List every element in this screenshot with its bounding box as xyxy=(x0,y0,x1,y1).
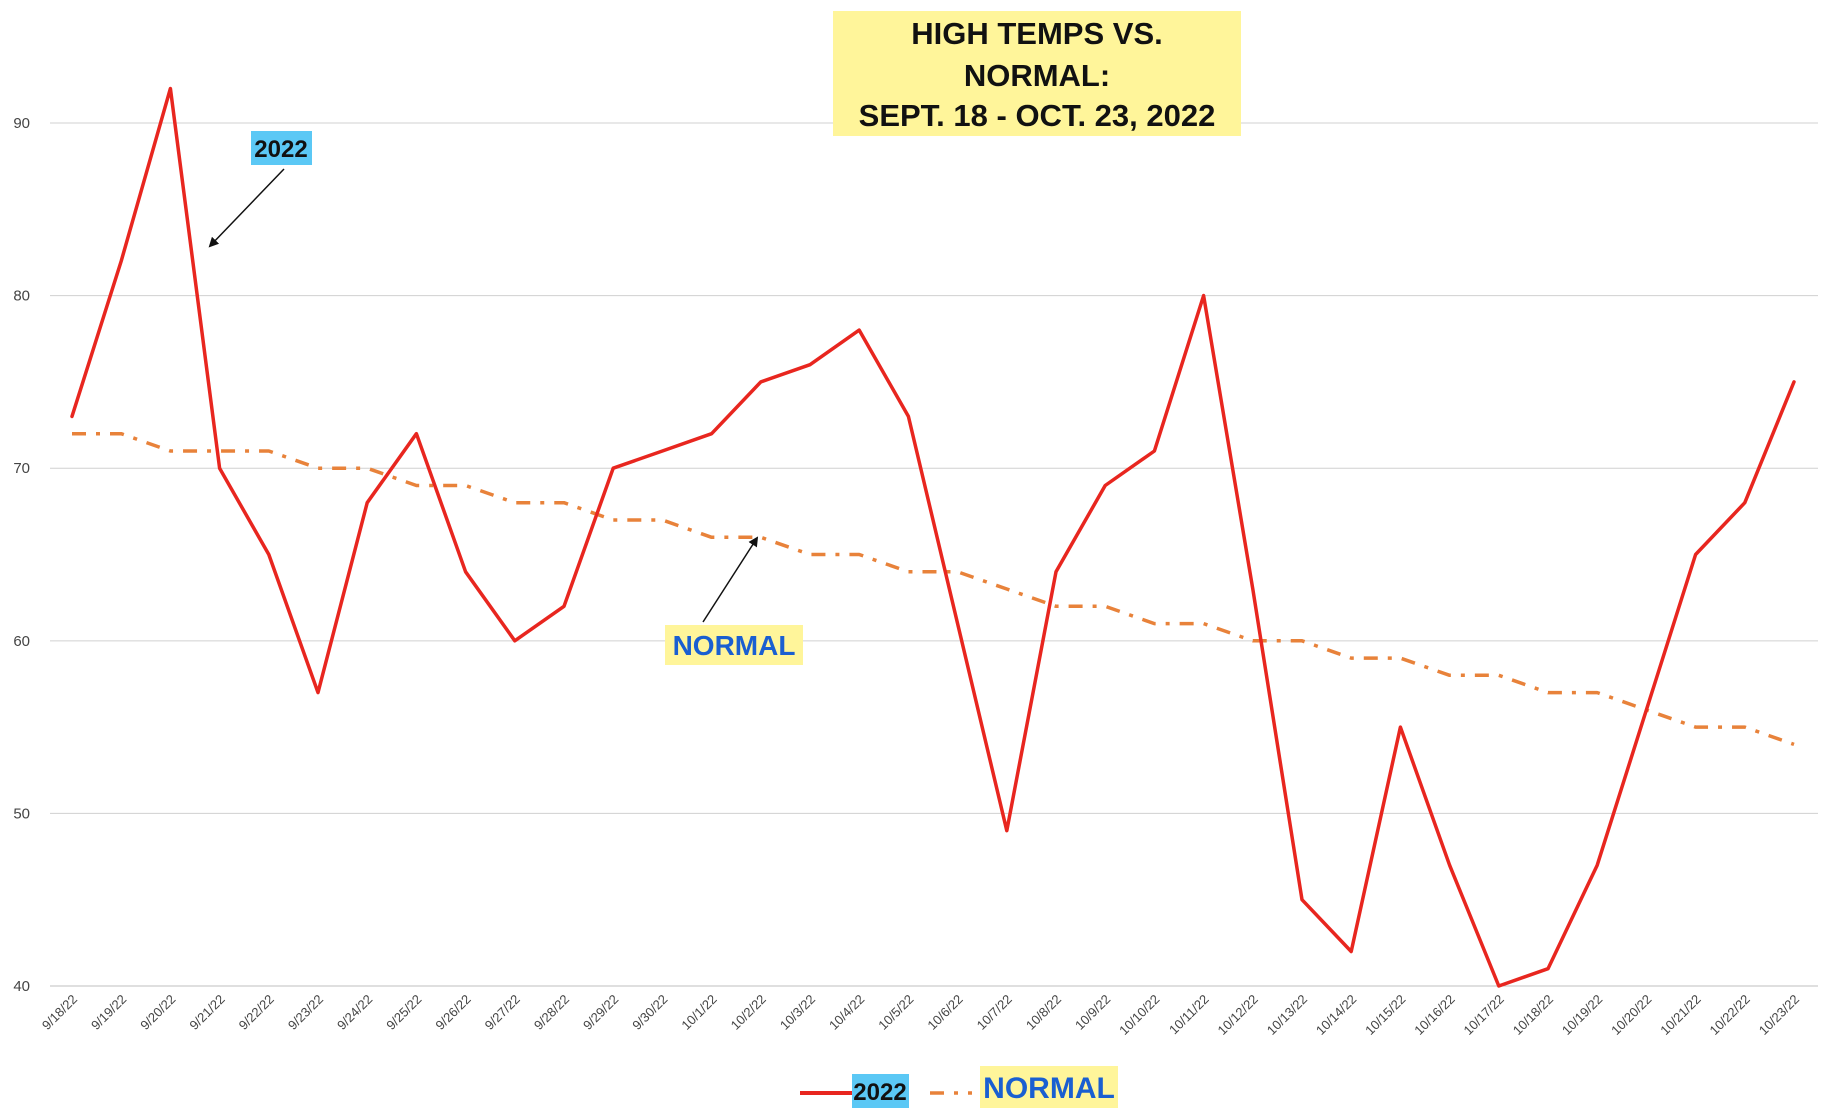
annotation-normal: NORMAL xyxy=(665,536,803,665)
y-tick-label: 60 xyxy=(13,633,30,650)
x-tick-label: 10/15/22 xyxy=(1362,992,1408,1038)
x-tick-label: 9/28/22 xyxy=(531,992,572,1033)
legend-label-background-normal xyxy=(980,1066,1118,1108)
title-background xyxy=(833,11,1241,136)
x-tick-label: 10/7/22 xyxy=(974,992,1015,1033)
x-tick-label: 9/21/22 xyxy=(186,992,227,1033)
y-tick-label: 70 xyxy=(13,460,30,477)
annotation-2022-label: 2022 xyxy=(254,136,307,163)
x-tick-label: 9/25/22 xyxy=(383,992,424,1033)
x-tick-label: 9/19/22 xyxy=(88,992,129,1033)
legend-label-2022: 2022 xyxy=(853,1079,906,1106)
x-tick-label: 10/21/22 xyxy=(1657,992,1703,1038)
x-tick-label: 9/30/22 xyxy=(629,992,670,1033)
x-tick-label: 9/24/22 xyxy=(334,992,375,1033)
annotation-2022: 2022 xyxy=(208,131,312,248)
annotation-2022-arrow xyxy=(208,168,285,248)
x-tick-label: 10/1/22 xyxy=(678,992,719,1033)
x-tick-label: 10/18/22 xyxy=(1510,992,1556,1038)
y-axis-ticks: 40 50 60 70 80 90 xyxy=(13,115,30,995)
x-tick-label: 10/23/22 xyxy=(1756,992,1802,1038)
annotation-normal-background xyxy=(665,625,803,665)
annotation-2022-background xyxy=(251,131,312,165)
annotation-normal-arrow xyxy=(702,536,759,623)
x-tick-label: 10/3/22 xyxy=(777,992,818,1033)
x-tick-label: 10/22/22 xyxy=(1707,992,1753,1038)
x-tick-label: 10/19/22 xyxy=(1559,992,1605,1038)
x-tick-label: 10/2/22 xyxy=(728,992,769,1033)
x-tick-label: 9/29/22 xyxy=(580,992,621,1033)
y-tick-label: 40 xyxy=(13,978,30,995)
series-line-2022 xyxy=(70,86,1796,988)
x-tick-label: 10/13/22 xyxy=(1264,992,1310,1038)
x-tick-label: 9/23/22 xyxy=(285,992,326,1033)
series-lines xyxy=(70,86,1796,988)
x-tick-label: 10/10/22 xyxy=(1116,992,1162,1038)
y-tick-label: 90 xyxy=(13,115,30,132)
x-tick-label: 10/20/22 xyxy=(1608,992,1654,1038)
x-tick-label: 10/4/22 xyxy=(826,992,867,1033)
x-tick-label: 10/14/22 xyxy=(1313,992,1359,1038)
x-tick-label: 10/12/22 xyxy=(1215,992,1261,1038)
legend: 2022 NORMAL xyxy=(800,1066,1118,1108)
y-tick-label: 80 xyxy=(13,288,30,305)
x-tick-label: 9/20/22 xyxy=(137,992,178,1033)
x-tick-label: 10/11/22 xyxy=(1166,992,1212,1038)
x-tick-label: 10/17/22 xyxy=(1461,992,1507,1038)
y-tick-label: 50 xyxy=(13,805,30,822)
legend-label-background-2022 xyxy=(852,1074,909,1108)
x-tick-label: 10/8/22 xyxy=(1023,992,1064,1033)
x-tick-label: 9/27/22 xyxy=(482,992,523,1033)
title-line-1: HIGH TEMPS VS. xyxy=(911,16,1162,51)
x-tick-label: 10/9/22 xyxy=(1072,992,1113,1033)
x-tick-label: 10/16/22 xyxy=(1411,992,1457,1038)
annotation-normal-label: NORMAL xyxy=(673,630,796,661)
x-tick-label: 10/5/22 xyxy=(875,992,916,1033)
x-tick-label: 9/18/22 xyxy=(39,992,80,1033)
series-line-normal xyxy=(72,431,1795,747)
x-tick-label: 9/22/22 xyxy=(236,992,277,1033)
title-line-2: NORMAL: xyxy=(964,58,1110,93)
title-line-3: SEPT. 18 - OCT. 23, 2022 xyxy=(859,98,1216,133)
x-tick-label: 9/26/22 xyxy=(432,992,473,1033)
gridlines xyxy=(50,122,1818,987)
x-axis-ticks: 9/18/22 9/19/22 9/20/22 9/21/22 9/22/22 9/23/… xyxy=(39,992,1802,1038)
chart-title: HIGH TEMPS VS. NORMAL: SEPT. 18 - OCT. 2… xyxy=(833,11,1241,136)
legend-label-normal: NORMAL xyxy=(983,1072,1115,1105)
x-tick-label: 10/6/22 xyxy=(924,992,965,1033)
